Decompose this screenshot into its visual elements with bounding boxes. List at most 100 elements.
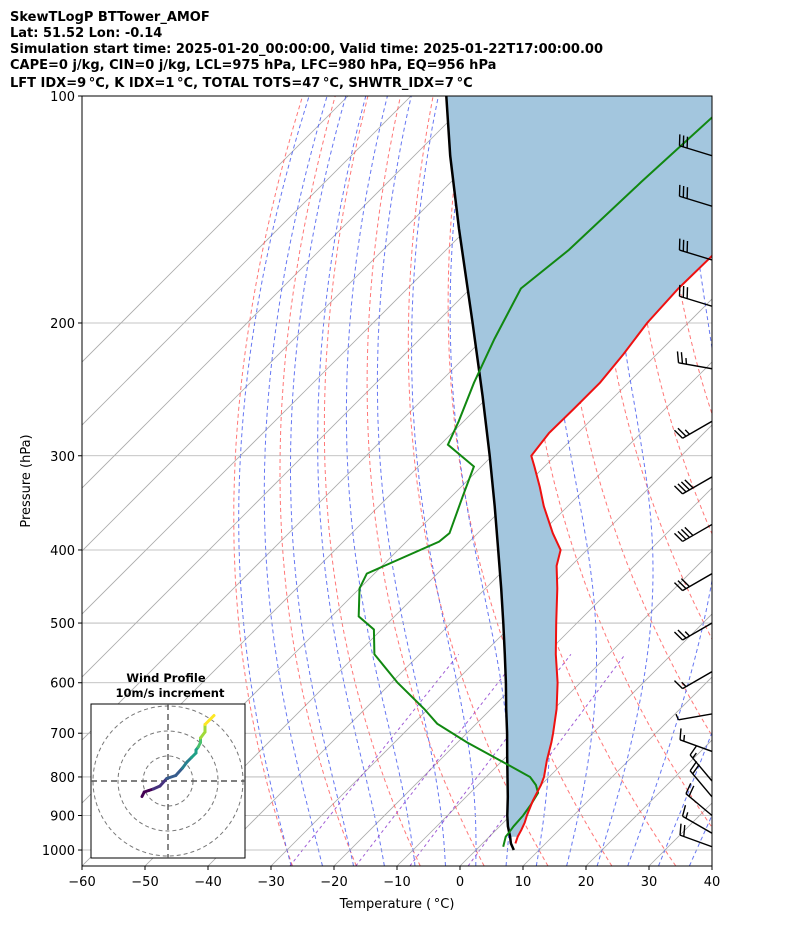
y-tick-label: 300 (50, 450, 75, 465)
header-times: Simulation start time: 2025-01-20_00:00:… (10, 42, 603, 57)
hodograph-segment (158, 777, 169, 788)
dry-adiabat-line (447, 96, 613, 866)
wind-barb (673, 420, 712, 439)
moist-adiabat-line (411, 96, 477, 866)
x-tick-label: −20 (320, 875, 347, 890)
barb-flag (677, 629, 687, 639)
wind-barb (709, 96, 712, 97)
wind-barb (679, 728, 712, 753)
barb-staff (679, 295, 712, 307)
y-axis-label: Pressure (hPa) (19, 434, 34, 527)
barb-half-flag (683, 734, 686, 742)
wind-barb (678, 184, 712, 207)
dry-adiabat-line (323, 96, 421, 866)
barb-flag (685, 783, 692, 794)
temperature-line (514, 254, 712, 844)
x-tick-label: 0 (456, 875, 464, 890)
x-tick-label: −60 (68, 875, 95, 890)
y-tick-label: 1000 (42, 844, 75, 859)
barb-staff (679, 834, 712, 848)
barb-staff (679, 145, 712, 157)
wind-barb (673, 476, 712, 495)
x-axis-label: Temperature ( °C) (339, 897, 455, 912)
wind-barb (673, 573, 712, 592)
barb-flag (679, 823, 682, 836)
isotherm-line (459, 613, 712, 866)
barb-flag (677, 483, 687, 493)
wind-barb (676, 351, 712, 370)
wind-barbs (673, 96, 712, 848)
barb-staff (682, 523, 712, 543)
barb-flag (688, 785, 695, 797)
moist-adiabat-line (263, 96, 328, 866)
barb-half-flag (684, 631, 690, 637)
y-tick-label: 500 (50, 617, 75, 632)
isotherm-line (333, 487, 712, 866)
isotherm-line (82, 96, 412, 426)
x-tick-label: 10 (515, 875, 532, 890)
moist-adiabat-line (376, 96, 446, 866)
barb-staff (679, 249, 712, 261)
barb-flag (679, 728, 682, 740)
barb-flag (683, 825, 686, 837)
barb-staff (678, 362, 712, 370)
x-tick-label: 20 (578, 875, 595, 890)
barb-half-flag (685, 812, 689, 819)
x-tick-label: −50 (131, 875, 158, 890)
cape-shaded-area (446, 96, 712, 837)
dry-adiabat-line (727, 96, 794, 866)
wind-barb (678, 134, 712, 157)
barb-flag (673, 680, 684, 690)
x-tick-label: 30 (641, 875, 658, 890)
header-cape-cin: CAPE=0 j/kg, CIN=0 j/kg, LCL=975 hPa, LF… (10, 58, 496, 73)
dry-adiabat-line (759, 96, 794, 866)
x-tick-label: −10 (383, 875, 410, 890)
hodograph-segment (208, 714, 216, 722)
barb-flag (677, 427, 687, 437)
wind-barb (689, 760, 712, 798)
wind-barb (681, 805, 712, 834)
isotherm-line (270, 424, 712, 866)
dry-adiabat-line (628, 96, 712, 536)
header-block: SkewTLogP BTTower_AMOF Lat: 51.52 Lon: -… (10, 10, 603, 91)
barb-flag (673, 485, 684, 495)
barb-flag (681, 805, 687, 817)
barb-flag (673, 532, 684, 542)
moist-adiabat-line (596, 96, 654, 866)
barb-staff (678, 713, 712, 721)
wind-barb (678, 284, 712, 307)
dry-adiabat-line (233, 96, 304, 866)
barb-flag (677, 530, 687, 540)
wind-barb (685, 783, 712, 817)
isotherm-line (711, 865, 712, 866)
barb-half-flag (692, 752, 697, 759)
barb-staff (709, 96, 712, 97)
moist-adiabat-line (290, 96, 354, 866)
moist-adiabat-line (627, 96, 712, 866)
barb-flag (676, 351, 680, 363)
barb-flag (689, 745, 698, 756)
barb-staff (682, 815, 712, 834)
y-tick-label: 700 (50, 727, 75, 742)
barb-flag (692, 764, 700, 775)
moist-adiabat-line (720, 96, 794, 866)
dry-adiabat-line (407, 96, 549, 866)
barb-half-flag (681, 681, 687, 688)
x-axis-ticks: −60 −50 −40 −30 −20 −10 0 10 20 30 40 (68, 866, 720, 890)
barb-flag (684, 526, 694, 536)
isotherm-line (82, 96, 475, 489)
y-tick-label: 400 (50, 544, 75, 559)
moist-adiabat-lines (238, 96, 794, 866)
wind-barb (675, 713, 712, 721)
hodograph-segment (165, 774, 178, 780)
header-indices: LFT IDX=9 °C, K IDX=1 °C, TOTAL TOTS=47 … (10, 76, 473, 91)
mixing-ratio-line (289, 653, 460, 866)
hodograph-inset: Wind Profile 10m/s increment (90, 671, 246, 859)
barb-staff (682, 573, 712, 592)
y-tick-label: 100 (50, 90, 75, 105)
barb-staff (682, 622, 712, 641)
wind-barb (673, 622, 712, 641)
isotherm-line (82, 96, 349, 363)
barb-flag (673, 582, 684, 592)
barb-flag (680, 352, 684, 364)
